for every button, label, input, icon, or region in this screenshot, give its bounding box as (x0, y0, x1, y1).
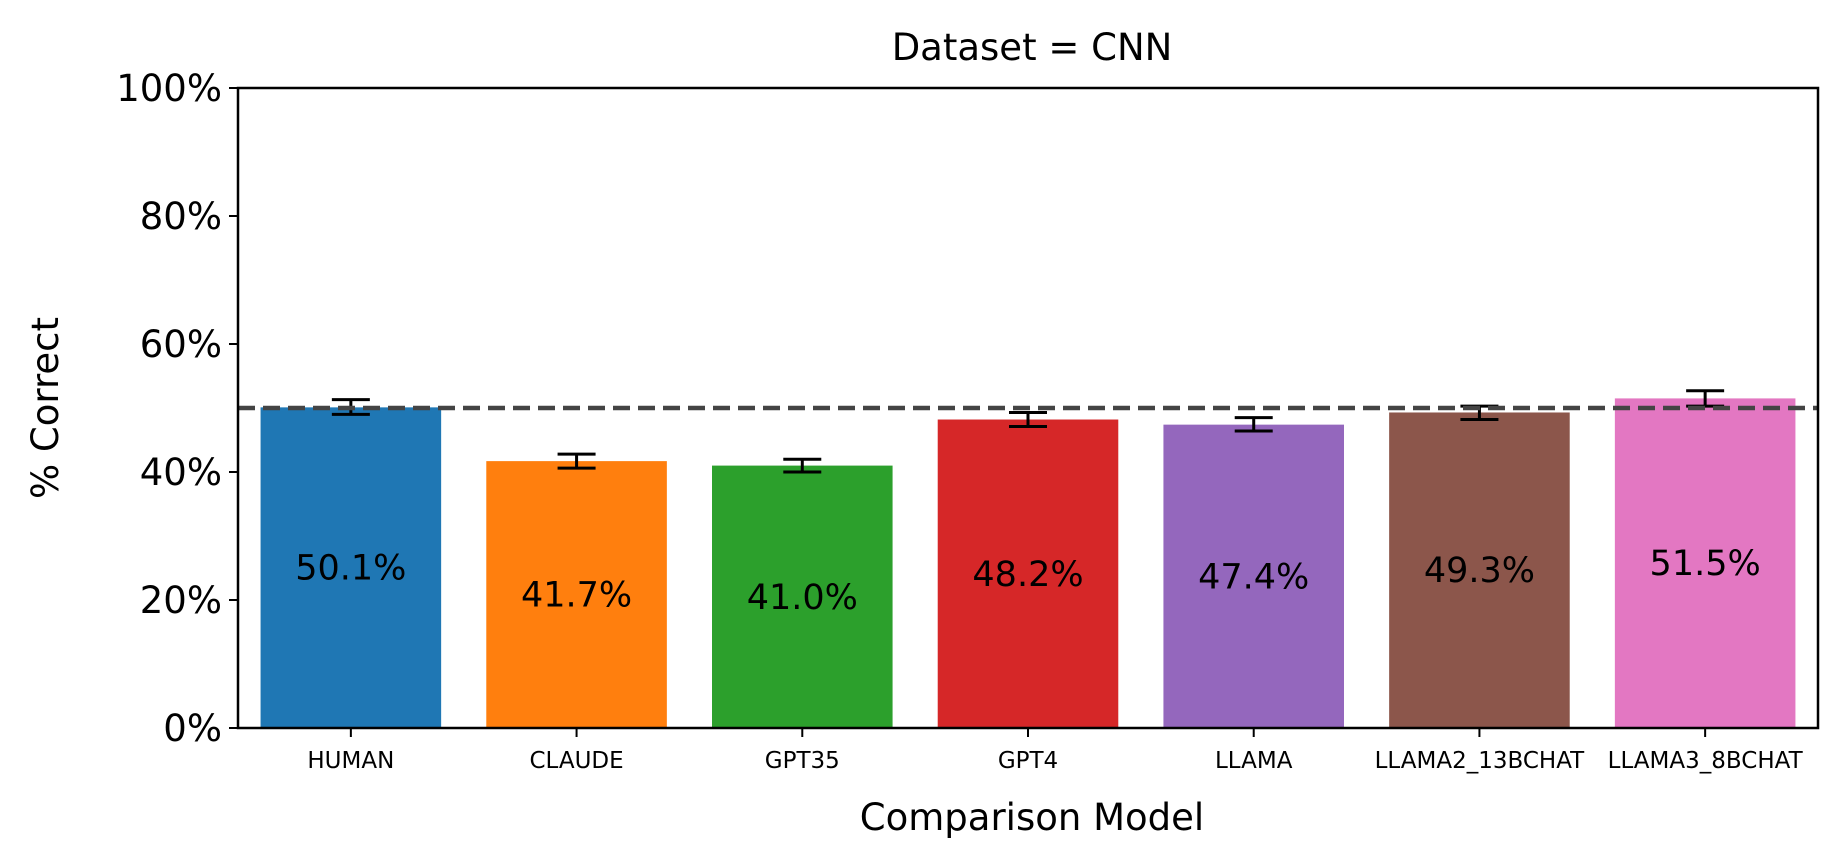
x-tick-label-claude: CLAUDE (529, 748, 623, 774)
bar-labels-group: 50.1% 41.7% 41.0% 48.2% 47.4% 49.3% 51.5% (295, 544, 1760, 618)
y-tick-label-40: 40% (140, 451, 222, 494)
bar-llama3_8bchat (1614, 398, 1796, 728)
bar-llama2_13bchat (1389, 412, 1570, 728)
bar-value-label-llama: 47.4% (1198, 557, 1309, 597)
x-tick-label-human: HUMAN (307, 748, 394, 774)
bar-claude (486, 461, 667, 728)
bar-human (260, 407, 442, 728)
y-ticks-group: 0% 20% 40% 60% 80% 100% (116, 67, 238, 750)
x-tick-label-llama: LLAMA (1215, 748, 1293, 774)
bar-gpt4 (937, 419, 1119, 728)
x-tick-label-llama2_13bchat: LLAMA2_13BCHAT (1375, 748, 1586, 774)
y-tick-label-80: 80% (140, 195, 222, 238)
bar-value-label-llama3_8bchat: 51.5% (1650, 544, 1761, 584)
x-tick-label-llama3_8bchat: LLAMA3_8BCHAT (1608, 748, 1804, 774)
x-tick-label-gpt35: GPT35 (765, 748, 840, 774)
y-axis-label: % Correct (24, 317, 67, 499)
bar-value-label-gpt35: 41.0% (747, 578, 858, 618)
y-tick-label-20: 20% (140, 579, 222, 622)
bar-llama (1163, 424, 1344, 728)
x-tick-label-gpt4: GPT4 (998, 748, 1058, 774)
bar-value-label-gpt4: 48.2% (972, 555, 1083, 595)
chart-title: Dataset = CNN (892, 26, 1173, 69)
bar-value-label-claude: 41.7% (521, 576, 632, 616)
y-tick-label-100: 100% (116, 67, 222, 110)
bar-value-label-human: 50.1% (295, 549, 406, 589)
y-tick-label-0: 0% (163, 707, 222, 750)
x-ticks-group: HUMAN CLAUDE GPT35 GPT4 LLAMA LLAMA2_13BCHAT L… (307, 728, 1804, 774)
x-axis-label: Comparison Model (860, 796, 1204, 839)
y-tick-label-60: 60% (140, 323, 222, 366)
bars-group (260, 398, 1796, 728)
bar-gpt35 (712, 465, 893, 728)
bar-value-label-llama2_13bchat: 49.3% (1424, 551, 1535, 591)
